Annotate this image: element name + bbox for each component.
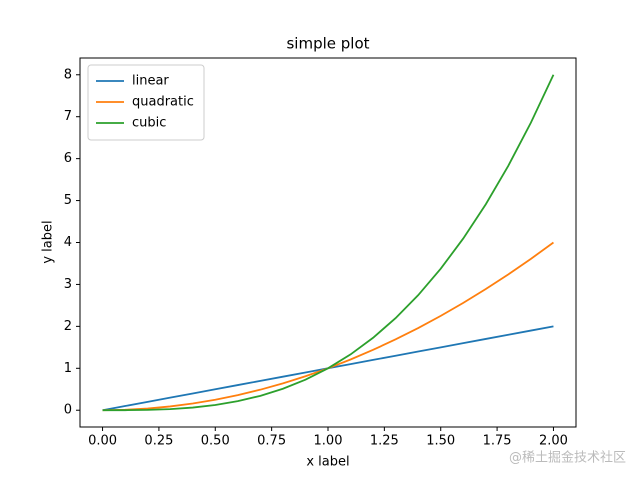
x-tick-label: 1.25 xyxy=(370,434,399,449)
plot-frame xyxy=(79,57,577,428)
legend-label: quadratic xyxy=(132,95,194,110)
x-tick-label: 1.75 xyxy=(483,434,512,449)
chart-title: simple plot xyxy=(286,35,369,53)
x-tick-label: 0.50 xyxy=(201,434,230,449)
y-axis-label: y label xyxy=(41,220,56,263)
legend-box xyxy=(87,64,205,141)
x-tick-label: 0.25 xyxy=(144,434,173,449)
watermark: @稀土掘金技术社区 xyxy=(509,450,626,466)
line-series xyxy=(102,74,555,412)
y-tick-label: 2 xyxy=(64,319,72,334)
x-tick-label: 1.50 xyxy=(426,434,455,449)
x-tick-label: 2.00 xyxy=(539,434,568,449)
y-tick-label: 8 xyxy=(64,67,72,82)
y-tick-label: 6 xyxy=(64,151,72,166)
y-tick-label: 3 xyxy=(64,277,72,292)
legend-label: linear xyxy=(132,74,169,89)
x-tick-label: 0.00 xyxy=(88,434,117,449)
x-axis-label: x label xyxy=(306,455,349,470)
y-tick-label: 7 xyxy=(64,109,72,124)
y-tick-label: 1 xyxy=(64,361,72,376)
y-tick-label: 0 xyxy=(64,403,72,418)
y-tick-label: 4 xyxy=(64,235,72,250)
x-tick-label: 0.75 xyxy=(257,434,286,449)
legend-label: cubic xyxy=(132,116,166,131)
y-tick-label: 5 xyxy=(64,193,72,208)
x-tick-label: 1.00 xyxy=(314,434,343,449)
